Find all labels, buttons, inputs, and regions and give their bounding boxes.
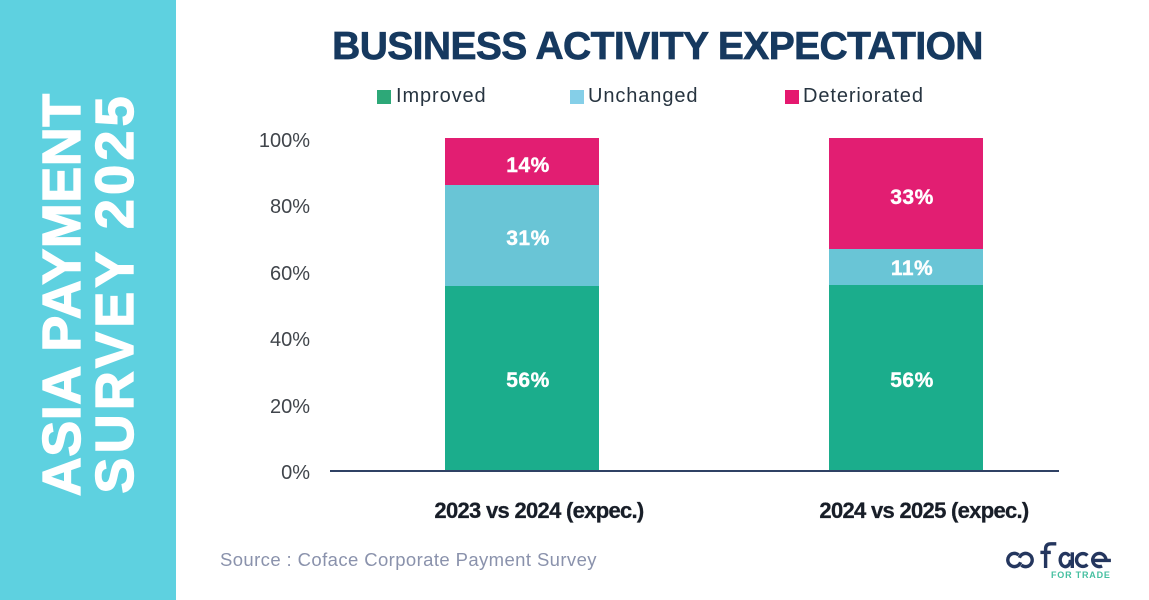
svg-text:FOR TRADE: FOR TRADE [1051,570,1111,580]
